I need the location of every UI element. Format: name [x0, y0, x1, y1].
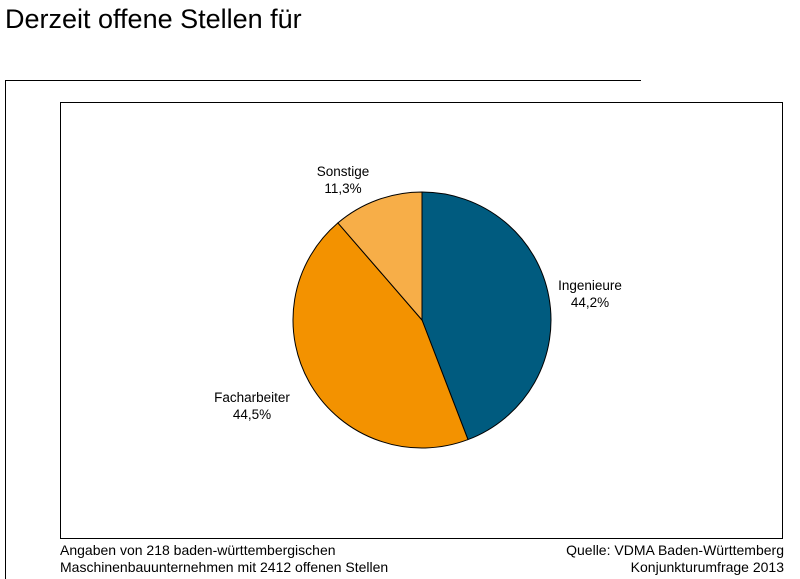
- slice-label-facharbeiter: Facharbeiter: [214, 390, 290, 405]
- pie-slices: [292, 191, 552, 449]
- slice-label-ingenieure: Ingenieure: [558, 278, 622, 293]
- pie-slice-sonstige: [337, 191, 423, 322]
- source-line-1: Quelle: VDMA Baden-Württemberg: [566, 542, 784, 558]
- footnote-line-2: Maschinenbauunternehmen mit 2412 offenen…: [60, 559, 389, 575]
- slice-value-facharbeiter: 44,5%: [233, 407, 271, 422]
- footnote: Angaben von 218 baden-württembergischen …: [60, 542, 388, 576]
- source-line-2: Konjunkturumfrage 2013: [630, 559, 784, 575]
- top-divider: [5, 80, 641, 81]
- pie-slice-facharbeiter: [292, 222, 469, 449]
- left-divider: [5, 80, 6, 579]
- source-note: Quelle: VDMA Baden-Württemberg Konjunktu…: [566, 542, 784, 576]
- pie-slice-ingenieure: [421, 191, 552, 441]
- slice-label-sonstige: Sonstige: [317, 164, 370, 179]
- chart-frame: [60, 102, 783, 539]
- footnote-line-1: Angaben von 218 baden-württembergischen: [60, 542, 336, 558]
- pie-labels: Ingenieure 44,2% Facharbeiter 44,5% Sonstige…: [214, 164, 622, 422]
- slice-value-ingenieure: 44,2%: [571, 295, 609, 310]
- slice-value-sonstige: 11,3%: [324, 181, 361, 196]
- page-title: Derzeit offene Stellen für: [5, 4, 302, 34]
